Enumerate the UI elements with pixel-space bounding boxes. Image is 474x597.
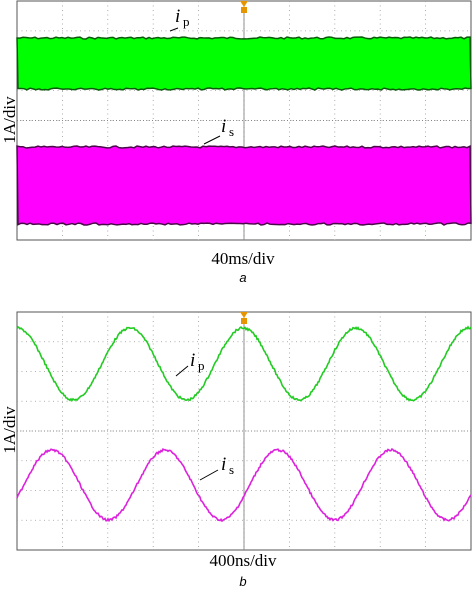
trace-subscript: p <box>198 358 205 373</box>
x-scale: 40ms/div <box>211 249 275 268</box>
caption: a <box>239 270 246 285</box>
waveform <box>16 447 472 523</box>
envelope <box>16 36 472 91</box>
x-scale: 400ns/div <box>209 551 277 570</box>
trace-label: i <box>175 6 180 27</box>
pointer <box>203 135 221 145</box>
scope-panel-a <box>16 0 472 241</box>
trace-label: i <box>190 350 195 371</box>
trace-label: i <box>221 116 226 137</box>
trigger-marker <box>240 312 248 324</box>
trigger-marker <box>240 1 248 13</box>
envelope <box>16 144 472 226</box>
pointer <box>175 365 189 377</box>
y-scale: 1A/div <box>0 406 19 454</box>
trace-subscript: s <box>229 462 234 477</box>
trace-label: i <box>221 454 226 475</box>
waveform <box>16 325 472 402</box>
scope-panel-b <box>16 311 472 551</box>
pointer <box>169 27 179 32</box>
trace-subscript: p <box>183 14 190 29</box>
pointer <box>199 469 219 481</box>
trace-subscript: s <box>229 124 234 139</box>
caption: b <box>239 574 246 589</box>
y-scale: 1A/div <box>0 96 19 144</box>
